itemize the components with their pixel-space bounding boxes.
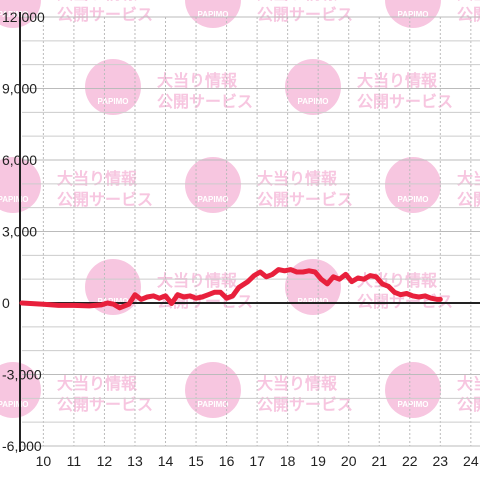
watermark-logo-text: PAPIMO bbox=[98, 97, 129, 106]
watermark-logo-text: PAPIMO bbox=[198, 400, 229, 409]
x-tick-label: 12 bbox=[97, 453, 113, 469]
watermark-logo-text: PAPIMO bbox=[0, 400, 28, 409]
y-tick-label: 3,000 bbox=[2, 224, 37, 240]
watermark-logo-text: PAPIMO bbox=[398, 10, 429, 19]
watermark-line2: 公開サービス bbox=[457, 395, 480, 414]
series-layer bbox=[19, 267, 443, 311]
watermark-logo-circle bbox=[285, 259, 341, 315]
watermark-line2: 公開サービス bbox=[57, 5, 153, 24]
x-tick-label: 15 bbox=[188, 453, 204, 469]
x-tick-label: 20 bbox=[341, 453, 357, 469]
watermark-line1: 大当り情報 bbox=[457, 374, 480, 393]
x-tick-label: 11 bbox=[67, 453, 82, 469]
watermark-line1: 大当り情報 bbox=[257, 0, 338, 3]
watermark-logo-circle bbox=[185, 157, 241, 213]
watermark-line1: 大当り情報 bbox=[257, 169, 338, 188]
watermark-line1: 大当り情報 bbox=[57, 374, 138, 393]
watermark-logo-circle bbox=[285, 59, 341, 115]
watermark-logo-circle bbox=[185, 362, 241, 418]
watermark-logo-text: PAPIMO bbox=[0, 195, 28, 204]
watermark-line2: 公開サービス bbox=[257, 190, 353, 209]
watermark-logo-circle bbox=[85, 259, 141, 315]
x-tick-label: 24 bbox=[463, 453, 479, 469]
watermark-logo-text: PAPIMO bbox=[0, 10, 28, 19]
watermark-line1: 大当り情報 bbox=[457, 169, 480, 188]
watermark-logo-text: PAPIMO bbox=[398, 195, 429, 204]
watermark-line1: 大当り情報 bbox=[357, 71, 438, 90]
watermark-logo-text: PAPIMO bbox=[198, 10, 229, 19]
y-tick-label: 9,000 bbox=[2, 81, 37, 97]
x-tick-label: 18 bbox=[280, 453, 296, 469]
watermark-logo-circle bbox=[385, 362, 441, 418]
watermark-logo-circle bbox=[385, 0, 441, 28]
watermark-line2: 公開サービス bbox=[157, 92, 253, 111]
watermark-layer: PAPIMO大当り情報公開サービスPAPIMO大当り情報公開サービスPAPIMO… bbox=[0, 0, 480, 418]
y-tick-label: -6,000 bbox=[2, 438, 42, 454]
watermark-logo-circle bbox=[385, 157, 441, 213]
watermark-logo-circle bbox=[85, 59, 141, 115]
watermark-line1: 大当り情報 bbox=[157, 71, 238, 90]
watermark-logo-text: PAPIMO bbox=[298, 297, 329, 306]
x-tick-label: 16 bbox=[219, 453, 235, 469]
x-tick-label: 21 bbox=[371, 453, 387, 469]
x-tick-label: 17 bbox=[249, 453, 265, 469]
watermark-line1: 大当り情報 bbox=[157, 271, 238, 290]
y-tick-label: 6,000 bbox=[2, 152, 37, 168]
x-tick-label: 23 bbox=[433, 453, 449, 469]
watermark-line1: 大当り情報 bbox=[57, 169, 138, 188]
series-line bbox=[19, 267, 443, 311]
x-tick-label: 13 bbox=[127, 453, 143, 469]
x-tick-label: 14 bbox=[158, 453, 174, 469]
watermark-line2: 公開サービス bbox=[57, 190, 153, 209]
watermark-line1: 大当り情報 bbox=[57, 0, 138, 3]
watermark-line2: 公開サービス bbox=[57, 395, 153, 414]
watermark-line2: 公開サービス bbox=[357, 92, 453, 111]
watermark-logo-circle bbox=[185, 0, 241, 28]
x-tick-label: 22 bbox=[402, 453, 418, 469]
watermark-logo-text: PAPIMO bbox=[198, 195, 229, 204]
watermark-logo-text: PAPIMO bbox=[398, 400, 429, 409]
x-tick-label: 19 bbox=[310, 453, 326, 469]
watermark-logo-text: PAPIMO bbox=[298, 97, 329, 106]
y-tick-label: 0 bbox=[2, 295, 10, 311]
watermark-line2: 公開サービス bbox=[457, 5, 480, 24]
y-tick-label: -3,000 bbox=[2, 367, 42, 383]
watermark-line2: 公開サービス bbox=[257, 395, 353, 414]
y-tick-label: 12,000 bbox=[2, 9, 45, 25]
watermark-line1: 大当り情報 bbox=[257, 374, 338, 393]
watermark-logo-text: PAPIMO bbox=[98, 297, 129, 306]
watermark-line2: 公開サービス bbox=[257, 5, 353, 24]
watermark-line1: 大当り情報 bbox=[457, 0, 480, 3]
x-tick-label: 10 bbox=[36, 453, 52, 469]
watermark-line2: 公開サービス bbox=[457, 190, 480, 209]
